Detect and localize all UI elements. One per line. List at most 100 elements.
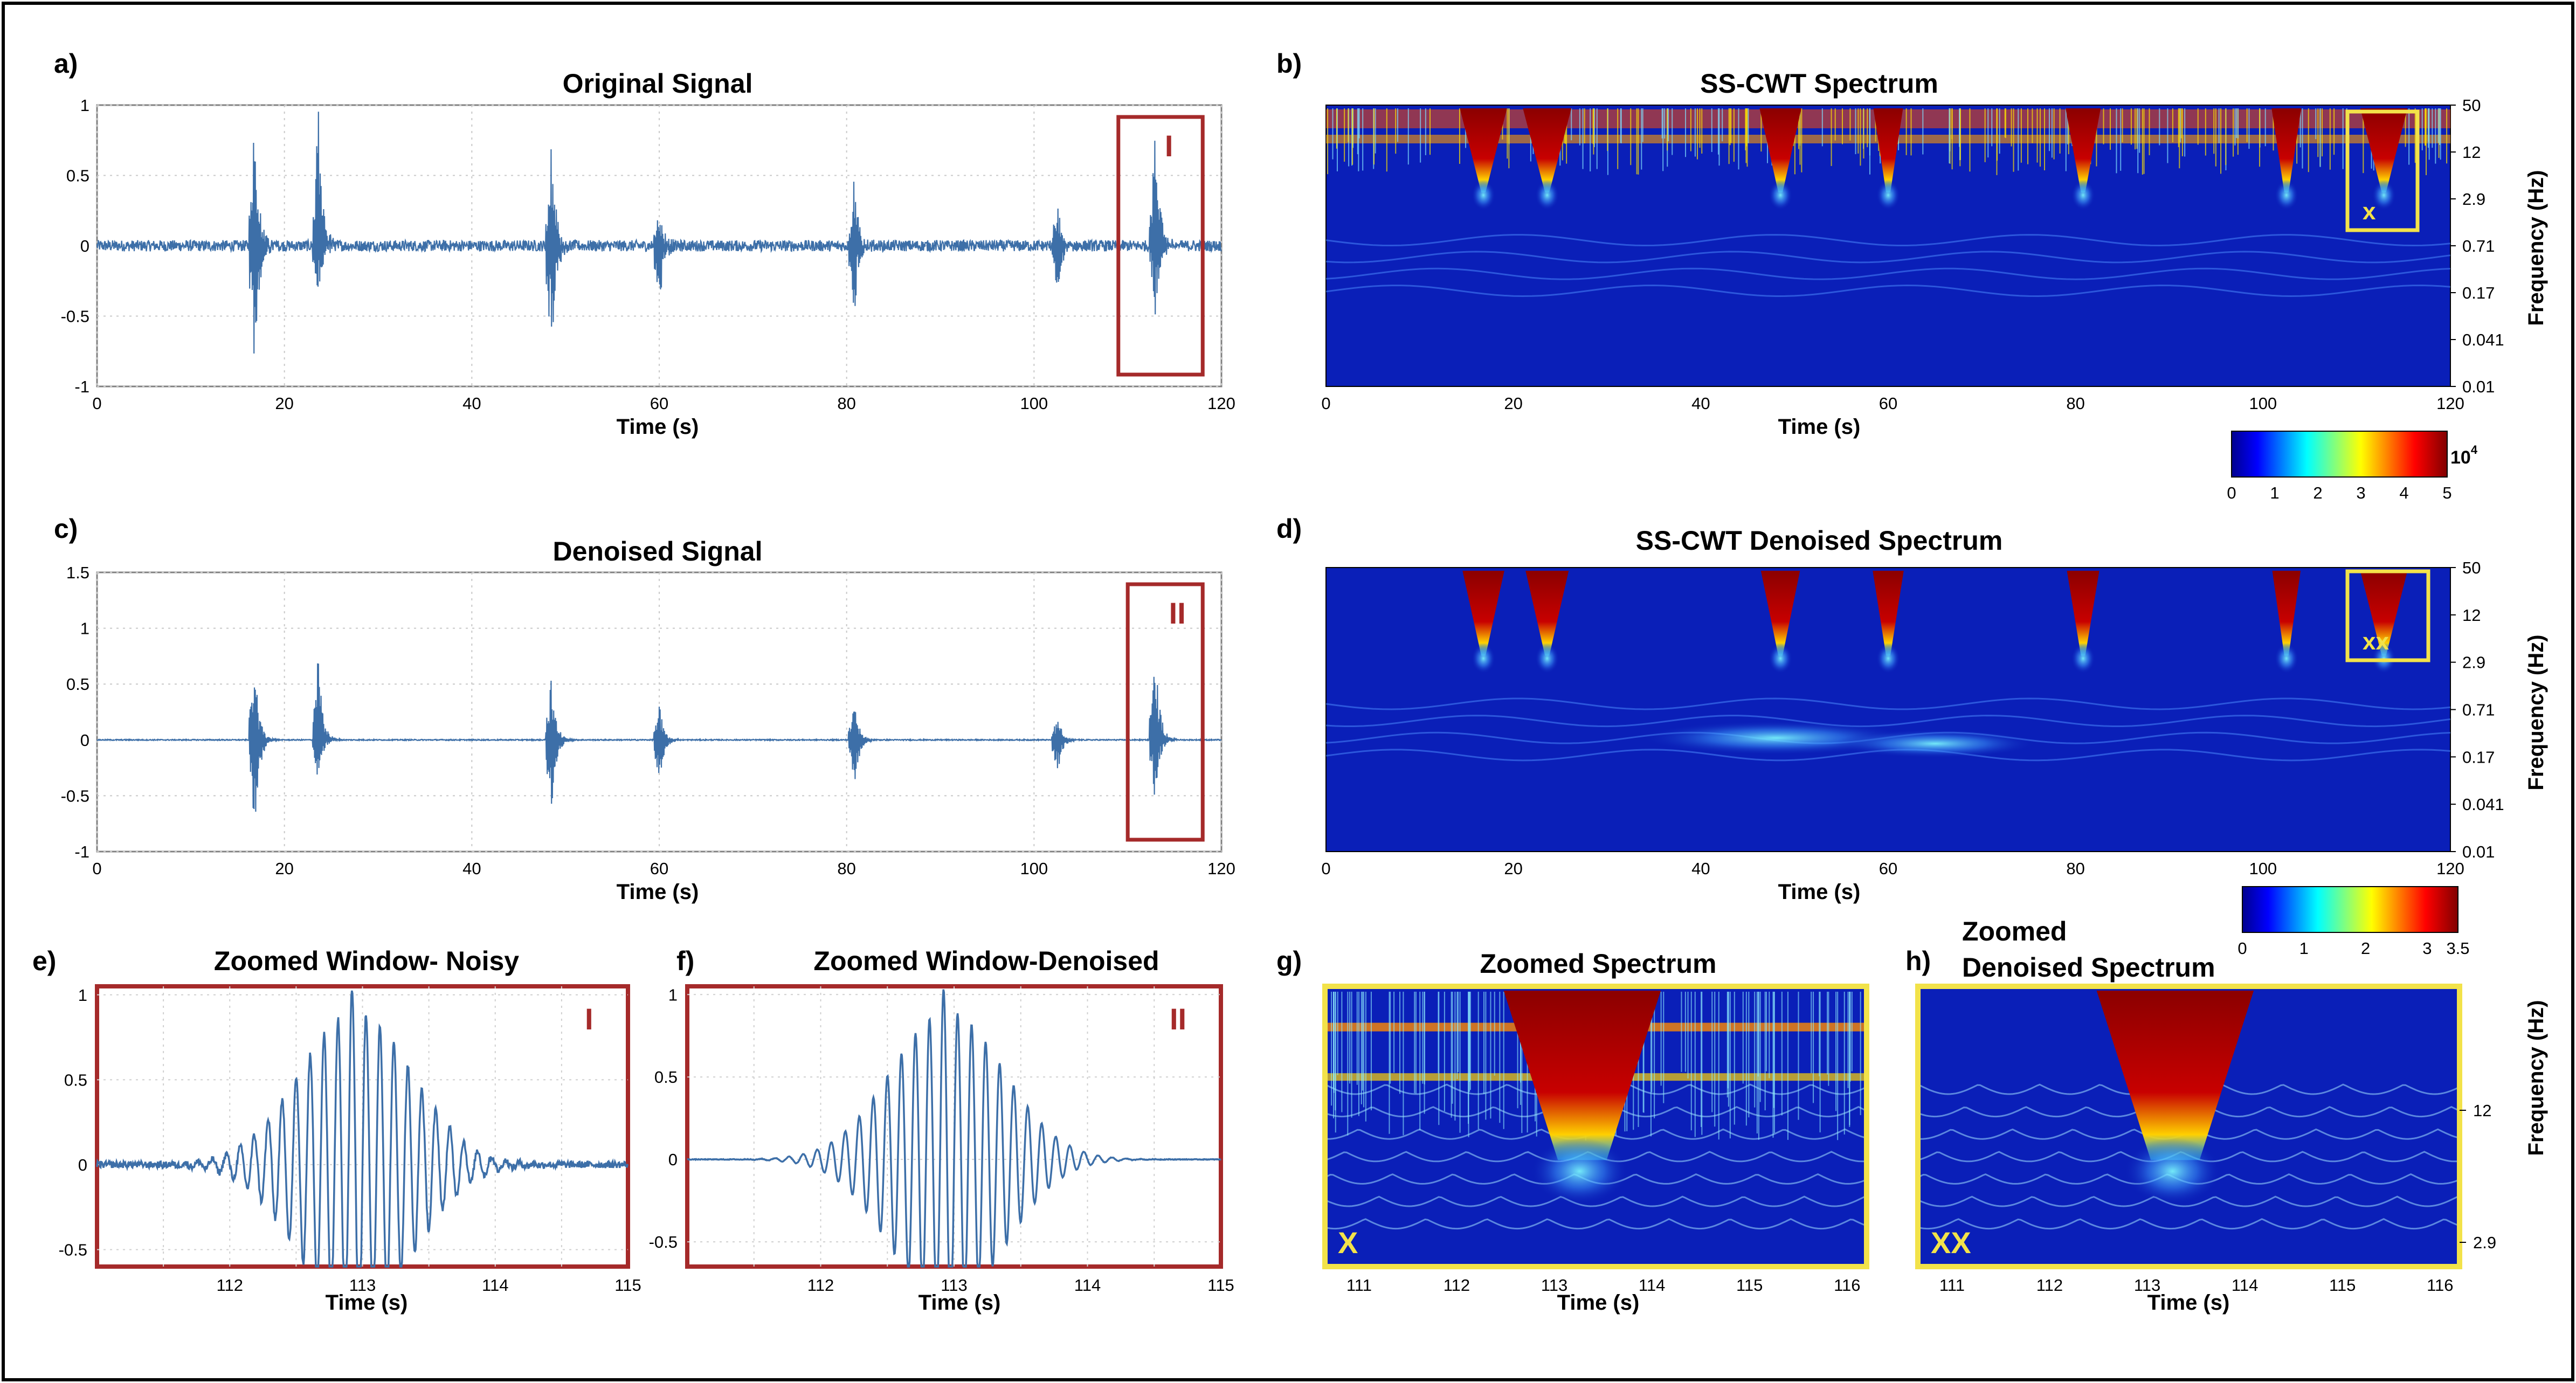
event-glow: [1535, 643, 1559, 674]
event-glow: [1769, 643, 1793, 674]
y-tick-label: 50: [2462, 558, 2481, 577]
panel-label: g): [1276, 946, 1302, 976]
x-tick-label: 20: [1504, 394, 1522, 413]
grid: [97, 986, 628, 1267]
event-glow: [1530, 1137, 1628, 1205]
colorbar-tick-label: 3: [2422, 939, 2432, 958]
y-tick-label: -0.5: [61, 786, 89, 805]
y-tick-label: 0.17: [2462, 283, 2495, 302]
colorbar-tick-label: 1: [2299, 939, 2309, 958]
highlight-label: x: [2363, 198, 2376, 225]
x-tick-label: 120: [2436, 859, 2464, 878]
chart-title: Original Signal: [563, 68, 753, 99]
x-tick-label: 40: [1691, 394, 1710, 413]
x-axis-label: Time (s): [1778, 880, 1861, 904]
x-tick-label: 115: [2329, 1276, 2356, 1295]
y-tick-label: 0.01: [2462, 377, 2495, 396]
low-frequency-glow: [1834, 729, 2036, 758]
x-tick-label: 40: [462, 394, 481, 413]
chart-title: Denoised Signal: [553, 536, 763, 566]
low-frequency-band: [1325, 234, 2451, 247]
y-ticks: 50 12 2.9 0.71 0.17 0.041 0.01: [2450, 558, 2504, 861]
x-tick-label: 0: [1321, 394, 1330, 413]
colorbar-tick-label: 0: [2237, 939, 2247, 958]
y-tick-label: 0.01: [2462, 842, 2495, 861]
y-tick-label: 2.9: [2473, 1233, 2496, 1252]
y-tick-label: 2.9: [2462, 190, 2485, 209]
x-axis-label: Time (s): [2147, 1291, 2230, 1315]
y-tick-label: 1: [80, 619, 89, 638]
y-tick-label: 0.17: [2462, 748, 2495, 766]
x-tick-label: 116: [2427, 1276, 2453, 1295]
chart-title: Zoomed Window- Noisy: [214, 946, 519, 976]
ridge-arc: [1917, 1218, 2460, 1230]
x-tick-label: 120: [1207, 859, 1235, 878]
y-ticks: 122.9: [2460, 1101, 2496, 1252]
colorbar-tick-label: 3.5: [2446, 939, 2469, 958]
x-tick-label: 60: [650, 859, 668, 878]
low-frequency-band: [1325, 267, 2451, 280]
y-tick-label: 0: [80, 731, 89, 750]
event-plume: [1503, 991, 1661, 1160]
signal-series-line: [687, 989, 1221, 1268]
highlight-label: II: [1169, 596, 1186, 630]
y-tick-label: 1: [668, 985, 678, 1004]
signal-series-line: [96, 663, 1222, 812]
y-ticks: 1 0.5 0 -0.5 -1: [61, 96, 89, 396]
chart-title-line-1: Zoomed: [1962, 916, 2067, 946]
panel-label: b): [1276, 49, 1302, 79]
event-glow: [1472, 643, 1496, 674]
corner-label: X: [1338, 1226, 1358, 1260]
event-glow: [1769, 180, 1793, 211]
event-plume: [2066, 108, 2101, 192]
x-ticks: 111 112 113 114 115 116: [1346, 1276, 1861, 1295]
highlight-frame: [1915, 984, 2462, 1269]
x-tick-label: 113: [349, 1276, 376, 1295]
x-tick-label: 111: [1939, 1276, 1965, 1295]
y-tick-label: 0.5: [64, 1070, 87, 1089]
y-tick-label: -0.5: [61, 307, 89, 326]
x-ticks: 111 112 113 114 115 116: [1939, 1276, 2454, 1295]
y-tick-label: 0.5: [66, 675, 89, 694]
x-tick-label: 113: [2134, 1276, 2160, 1295]
x-tick-label: 0: [1321, 859, 1330, 878]
x-tick-label: 80: [2066, 859, 2084, 878]
event-glow: [1876, 180, 1900, 211]
x-tick-label: 20: [275, 394, 293, 413]
low-frequency-band: [1325, 715, 2451, 728]
chart-title: SS-CWT Spectrum: [1700, 68, 1938, 99]
y-tick-label: 12: [2462, 143, 2481, 162]
event-plume: [1873, 571, 1904, 656]
x-tick-label: 114: [2232, 1276, 2258, 1295]
spectrum-image: [1917, 986, 2460, 1267]
event-plume: [1460, 108, 1507, 192]
y-tick-label: -0.5: [649, 1233, 678, 1251]
colorbar-tick-label: 1: [2270, 483, 2279, 502]
event-plume: [1760, 571, 1800, 656]
y-tick-label: 0.5: [66, 167, 89, 185]
panel-label: c): [54, 514, 78, 544]
x-axis-label: Time (s): [617, 415, 699, 439]
ridge-arc: [1917, 1195, 2460, 1207]
y-tick-label: 1: [80, 96, 89, 115]
colorbar-tick-label: 2: [2313, 483, 2322, 502]
y-tick-label: 1: [78, 986, 87, 1005]
ridge-arc: [1324, 1218, 1867, 1230]
x-tick-label: 100: [2249, 394, 2277, 413]
chart-title: Zoomed Window-Denoised: [813, 946, 1159, 976]
event-glow: [1472, 180, 1496, 211]
grid: [96, 572, 1222, 852]
y-tick-label: -0.5: [59, 1240, 87, 1259]
event-glow: [2071, 180, 2095, 211]
colorbar-tick-label: 3: [2356, 483, 2365, 502]
event-glow: [2071, 643, 2095, 674]
x-tick-label: 0: [92, 859, 101, 878]
highlight-box-ii: [1125, 582, 1205, 842]
x-tick-label: 0: [92, 394, 101, 413]
low-frequency-band: [1325, 285, 2451, 298]
event-glow: [1535, 180, 1559, 211]
y-tick-label: 12: [2462, 606, 2481, 625]
y-tick-label: 1.5: [66, 563, 89, 582]
x-tick-label: 60: [1879, 859, 1897, 878]
x-tick-label: 60: [1879, 394, 1897, 413]
